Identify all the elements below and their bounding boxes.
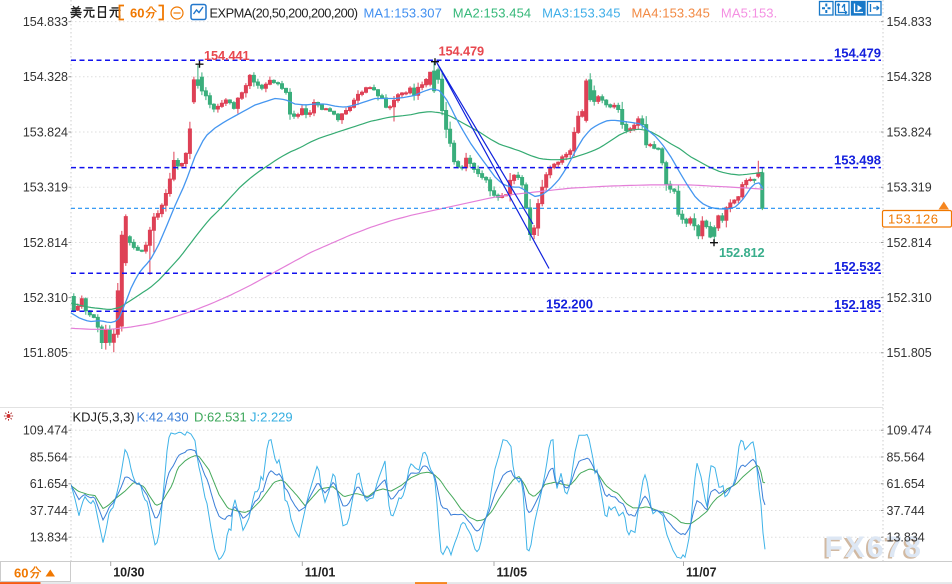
svg-text:60: 60 <box>14 566 28 581</box>
svg-text:154.479: 154.479 <box>439 44 485 59</box>
svg-text:K:42.430: K:42.430 <box>137 410 189 425</box>
svg-text:11/01: 11/01 <box>305 566 336 580</box>
svg-text:109.474: 109.474 <box>887 424 932 438</box>
svg-text:151.805: 151.805 <box>887 346 932 360</box>
svg-text:60: 60 <box>130 6 144 21</box>
svg-text:152.310: 152.310 <box>23 291 68 305</box>
svg-text:11/07: 11/07 <box>686 566 717 580</box>
svg-text:152.185: 152.185 <box>834 297 881 312</box>
svg-text:151.805: 151.805 <box>23 346 68 360</box>
svg-text:154.479: 154.479 <box>834 46 881 61</box>
svg-text:153.319: 153.319 <box>887 181 932 195</box>
svg-text:MA4:153.345: MA4:153.345 <box>632 6 710 21</box>
svg-text:154.441: 154.441 <box>204 48 250 63</box>
svg-text:152.814: 152.814 <box>887 236 932 250</box>
svg-text:152.812: 152.812 <box>719 245 765 260</box>
svg-text:13.834: 13.834 <box>887 531 925 545</box>
svg-text:152.200: 152.200 <box>546 297 593 312</box>
svg-text:153.824: 153.824 <box>887 125 932 139</box>
svg-text:MA1:153.307: MA1:153.307 <box>364 6 442 21</box>
svg-text:13.834: 13.834 <box>30 531 68 545</box>
svg-text:37.744: 37.744 <box>887 504 925 518</box>
svg-text:10/30: 10/30 <box>113 566 144 580</box>
svg-text:154.328: 154.328 <box>23 70 68 84</box>
svg-text:152.814: 152.814 <box>23 236 68 250</box>
svg-text:154.328: 154.328 <box>887 70 932 84</box>
svg-text:EXPMA(20,50,200,200,200): EXPMA(20,50,200,200,200) <box>210 6 358 21</box>
svg-text:D:62.531: D:62.531 <box>194 410 247 425</box>
svg-text:109.474: 109.474 <box>23 424 68 438</box>
svg-text:37.744: 37.744 <box>30 504 68 518</box>
svg-text:FX678: FX678 <box>825 531 923 564</box>
svg-text:152.310: 152.310 <box>887 291 932 305</box>
svg-text:MA2:153.454: MA2:153.454 <box>453 6 531 21</box>
svg-text:KDJ(5,3,3): KDJ(5,3,3) <box>73 410 135 425</box>
svg-text:61.654: 61.654 <box>30 477 68 491</box>
svg-text:FX678: FX678 <box>823 533 921 566</box>
svg-text:153.319: 153.319 <box>23 181 68 195</box>
svg-text:85.564: 85.564 <box>887 450 925 464</box>
svg-text:152.532: 152.532 <box>834 259 881 274</box>
svg-text:153.498: 153.498 <box>834 153 881 168</box>
svg-text:154.833: 154.833 <box>887 15 932 29</box>
svg-text:85.564: 85.564 <box>30 450 68 464</box>
svg-text:61.654: 61.654 <box>887 477 925 491</box>
svg-text:153.126: 153.126 <box>888 212 939 227</box>
svg-text:MA3:153.345: MA3:153.345 <box>542 6 620 21</box>
svg-text:11/05: 11/05 <box>497 566 528 580</box>
svg-text:MA5:153.: MA5:153. <box>721 6 777 21</box>
svg-text:J:2.229: J:2.229 <box>250 410 293 425</box>
svg-text:153.824: 153.824 <box>23 125 68 139</box>
svg-text:154.833: 154.833 <box>23 15 68 29</box>
